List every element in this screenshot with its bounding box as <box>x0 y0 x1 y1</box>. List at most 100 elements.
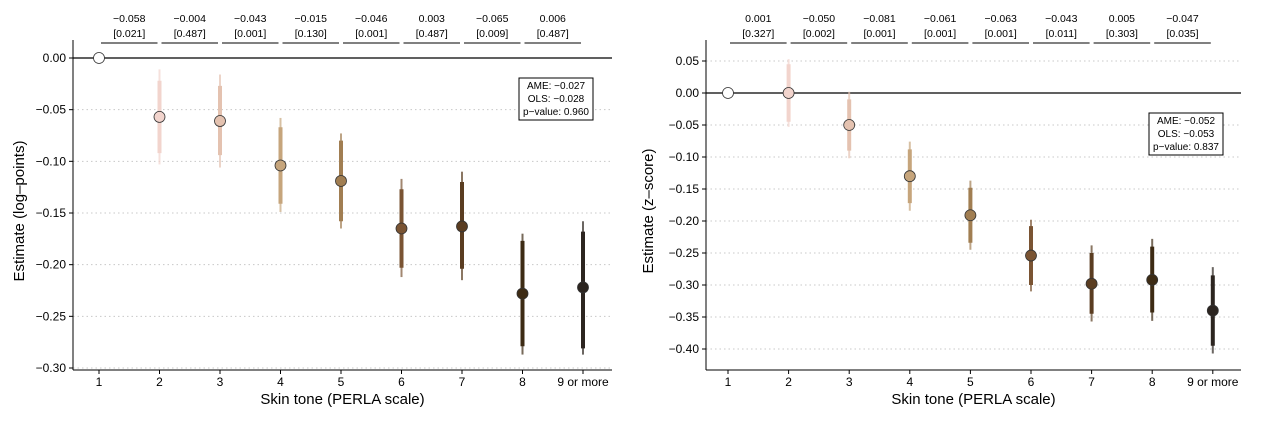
y-tick-label: −0.15 <box>669 182 700 196</box>
estimate-point <box>1146 273 1159 286</box>
diff-p-value: [0.002] <box>803 28 835 40</box>
diff-p-value: [0.327] <box>742 28 774 40</box>
y-axis-title: Estimate (z–score) <box>640 148 657 273</box>
diff-p-value: [0.009] <box>476 28 508 40</box>
diff-estimate: −0.047 <box>1166 13 1199 25</box>
estimate-point <box>843 119 856 131</box>
diff-p-value: [0.487] <box>174 28 206 40</box>
x-tick-label: 3 <box>217 375 224 389</box>
x-axis-title: Skin tone (PERLA scale) <box>260 391 424 408</box>
diff-estimate: −0.046 <box>355 13 388 25</box>
stats-line: OLS: −0.053 <box>1158 129 1215 140</box>
x-tick-label: 2 <box>156 375 163 389</box>
y-tick-label: −0.40 <box>669 342 700 356</box>
diff-estimate: −0.043 <box>1045 13 1078 25</box>
diff-p-value: [0.001] <box>863 28 895 40</box>
estimate-point <box>214 115 226 127</box>
stats-line: AME: −0.052 <box>1157 116 1216 127</box>
diff-p-value: [0.001] <box>924 28 956 40</box>
diff-estimate: 0.006 <box>540 13 566 25</box>
diff-p-value: [0.001] <box>355 28 387 40</box>
y-tick-label: −0.25 <box>36 309 67 323</box>
estimate-point <box>1085 277 1098 290</box>
estimate-point <box>456 220 468 233</box>
diff-p-value: [0.011] <box>1046 28 1077 40</box>
y-tick-label: −0.10 <box>36 154 67 168</box>
diff-estimate: −0.063 <box>984 13 1017 25</box>
x-tick-label: 3 <box>846 375 853 389</box>
estimate-point <box>1025 249 1037 262</box>
diff-estimate: −0.061 <box>924 13 957 25</box>
diff-estimate: 0.003 <box>419 13 445 25</box>
estimate-point <box>577 281 589 294</box>
y-tick-label: −0.15 <box>36 206 67 220</box>
x-tick-label: 9 or more <box>1187 375 1239 389</box>
stats-line: p−value: 0.837 <box>1153 142 1219 153</box>
diff-p-value: [0.303] <box>1106 28 1138 40</box>
y-tick-label: −0.10 <box>669 150 700 164</box>
y-axis-title: Estimate (log–points) <box>11 141 28 282</box>
y-tick-label: 0.05 <box>676 54 700 68</box>
x-tick-label: 7 <box>459 375 466 389</box>
stats-line: AME: −0.027 <box>527 81 586 92</box>
diff-p-value: [0.487] <box>537 28 569 40</box>
estimate-point <box>722 87 734 99</box>
estimate-point <box>964 209 977 222</box>
estimate-point <box>153 111 166 123</box>
x-tick-label: 7 <box>1088 375 1095 389</box>
x-tick-label: 1 <box>96 375 103 389</box>
x-tick-label: 6 <box>1028 375 1035 389</box>
stats-line: OLS: −0.028 <box>528 94 585 105</box>
x-tick-label: 6 <box>398 375 405 389</box>
estimate-point <box>335 175 347 187</box>
diff-estimate: −0.004 <box>174 13 207 25</box>
diff-estimate: −0.058 <box>113 13 146 25</box>
estimate-point <box>516 287 529 300</box>
y-tick-label: −0.05 <box>36 103 67 117</box>
y-tick-label: −0.20 <box>669 214 700 228</box>
x-tick-label: 5 <box>338 375 345 389</box>
diff-p-value: [0.021] <box>113 28 145 40</box>
y-tick-label: −0.30 <box>36 361 67 375</box>
diff-estimate: 0.001 <box>745 13 771 25</box>
panel-1: 0.00 −0.05 −0.10 −0.15 −0.20 −0.25 −0.30 1 2 3 4 5 6… <box>11 13 612 408</box>
estimate-point <box>93 52 105 64</box>
y-tick-label: 0.00 <box>676 86 700 100</box>
x-axis-title: Skin tone (PERLA scale) <box>891 391 1055 408</box>
diff-estimate: 0.005 <box>1109 13 1135 25</box>
diff-p-value: [0.001] <box>234 28 266 40</box>
diff-estimate: −0.043 <box>234 13 267 25</box>
stats-line: p−value: 0.960 <box>523 107 589 118</box>
y-tick-label: −0.05 <box>669 118 700 132</box>
stats-box <box>1148 112 1224 156</box>
x-tick-label: 2 <box>785 375 792 389</box>
panel-2: 0.05 0.00 −0.05 −0.10 −0.15 −0.20 −0.25 −0.30 −0… <box>640 13 1241 408</box>
diff-estimate: −0.065 <box>476 13 509 25</box>
estimate-point <box>274 159 287 172</box>
diff-estimate: −0.015 <box>295 13 328 25</box>
stats-box <box>518 77 594 121</box>
x-tick-label: 4 <box>906 375 913 389</box>
estimate-point <box>1206 304 1219 317</box>
diff-p-value: [0.035] <box>1166 28 1198 40</box>
x-tick-label: 9 or more <box>557 375 609 389</box>
y-tick-label: −0.30 <box>669 278 700 292</box>
diff-estimate: −0.050 <box>803 13 836 25</box>
estimate-point <box>782 87 795 99</box>
estimate-point <box>395 222 408 235</box>
y-tick-label: −0.35 <box>669 310 700 324</box>
x-tick-label: 4 <box>277 375 284 389</box>
x-tick-label: 1 <box>725 375 732 389</box>
y-tick-label: −0.25 <box>669 246 700 260</box>
x-tick-label: 5 <box>967 375 974 389</box>
y-tick-label: 0.00 <box>43 51 67 65</box>
x-tick-label: 8 <box>1149 375 1156 389</box>
estimate-point <box>903 170 916 183</box>
diff-p-value: [0.487] <box>416 28 448 40</box>
x-tick-label: 8 <box>519 375 526 389</box>
diff-p-value: [0.001] <box>985 28 1017 40</box>
diff-p-value: [0.130] <box>295 28 327 40</box>
y-tick-label: −0.20 <box>36 258 67 272</box>
